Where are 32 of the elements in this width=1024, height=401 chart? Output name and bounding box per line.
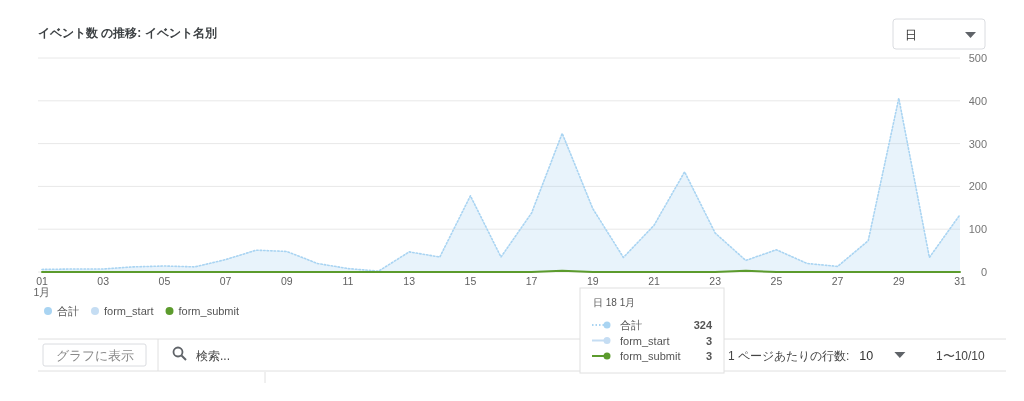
x-tick-label: 07 <box>219 275 232 287</box>
y-tick-label: 300 <box>968 137 987 150</box>
x-tick-label: 17 <box>525 275 538 287</box>
text: 日 <box>905 28 917 42</box>
legend-label: 合計 <box>57 305 79 317</box>
y-tick-label: 100 <box>968 223 987 236</box>
y-tick-label: 500 <box>968 52 987 64</box>
x-tick-label: 01 1月 <box>33 275 51 298</box>
legend-label: form_start <box>104 305 154 317</box>
text: 検索... <box>196 348 231 363</box>
x-tick-label: 13 <box>403 275 416 287</box>
text: 1 ページあたりの行数: <box>728 348 850 363</box>
x-tick-label: 29 <box>892 275 905 287</box>
chart-title: イベント数 の推移: イベント名別 <box>38 26 217 40</box>
x-tick-label: 11 <box>342 275 354 287</box>
text: 1〜10/10 <box>936 348 986 363</box>
x-tick-label: 05 <box>158 275 171 287</box>
x-tick-label: 19 <box>586 275 599 287</box>
y-tick-label: 400 <box>968 94 987 107</box>
legend-label: form_submit <box>178 305 240 317</box>
x-tick-label: 15 <box>464 275 477 287</box>
x-tick-label: 27 <box>831 275 844 287</box>
x-tick-label: 09 <box>280 275 293 287</box>
x-tick-label: 23 <box>709 275 722 287</box>
y-tick-label: 0 <box>980 266 987 278</box>
text: 10 <box>859 348 874 363</box>
x-tick-label: 31 <box>954 275 966 287</box>
y-tick-label: 200 <box>968 180 987 193</box>
x-tick-label: 25 <box>770 275 783 287</box>
x-tick-label: 21 <box>648 275 660 287</box>
x-tick-label: 03 <box>97 275 110 287</box>
text: グラフに表示 <box>55 348 134 363</box>
